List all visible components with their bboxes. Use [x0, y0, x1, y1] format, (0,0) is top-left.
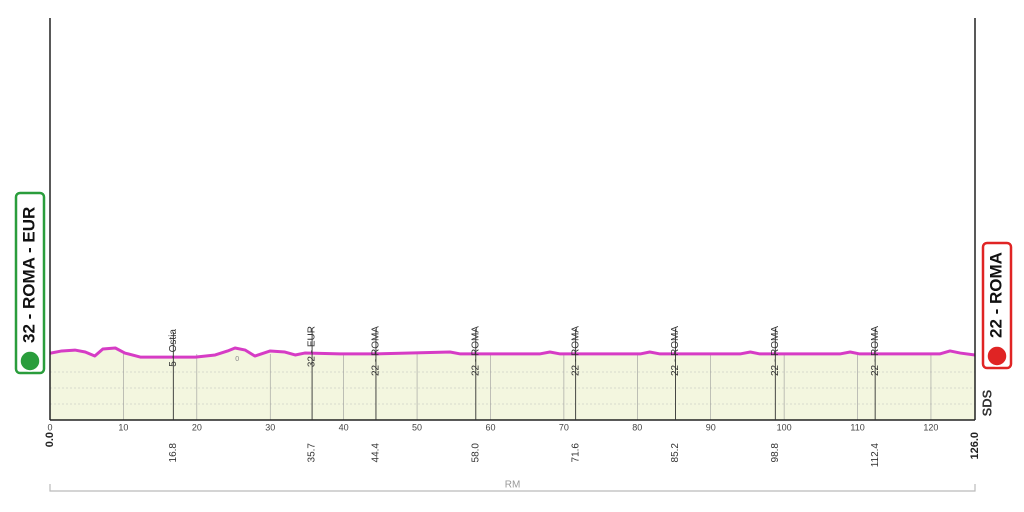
x-tick-label: 70: [559, 422, 569, 432]
waypoint-km: 58.0: [470, 443, 481, 463]
finish-badge: [981, 241, 1013, 370]
x-tick-label: 40: [339, 422, 349, 432]
waypoint-label: 22 - ROMA: [470, 326, 481, 376]
waypoint-label: 5 - Ostia: [168, 329, 179, 367]
start-label: 32 - ROMA - EUR: [19, 207, 38, 343]
x-tick-label: 10: [118, 422, 128, 432]
x-tick-label: 110: [850, 422, 864, 432]
start-badge: [14, 191, 46, 375]
waypoint-label: 22 - ROMA: [870, 326, 881, 376]
x-tick-label: 60: [485, 422, 495, 432]
waypoint-km: 112.4: [870, 443, 881, 468]
annotation: 0: [235, 356, 239, 363]
waypoint-km: 85.2: [670, 443, 681, 463]
x-tick-label: 80: [632, 422, 642, 432]
waypoint-label: 22 - ROMA: [371, 326, 382, 376]
start-icon: [19, 350, 41, 372]
profile-fill: [50, 347, 975, 420]
x-tick-label: 20: [192, 422, 202, 432]
waypoint-label: 22 - ROMA: [670, 326, 681, 376]
profile-line: [49, 346, 976, 359]
logo: SDS: [979, 389, 994, 416]
region-label: RM: [505, 480, 521, 491]
region-bracket: [49, 484, 976, 492]
x-tick-label: 120: [923, 422, 938, 432]
waypoint-label: 22 - ROMA: [570, 326, 581, 376]
waypoint-km: 16.8: [168, 443, 179, 463]
finish-label: 22 - ROMA: [986, 252, 1005, 338]
x-tick-label: 100: [777, 422, 792, 432]
start-km: 0.0: [44, 432, 56, 447]
waypoint-km: 35.7: [307, 443, 318, 463]
x-tick-label: 30: [265, 422, 275, 432]
x-tick-label: 50: [412, 422, 422, 432]
waypoint-label: 32 - EUR: [307, 326, 318, 367]
finish-icon: [986, 345, 1008, 367]
x-tick-label: 0: [47, 422, 52, 432]
x-tick-label: 90: [706, 422, 716, 432]
waypoint-km: 98.8: [770, 443, 781, 463]
finish-km: 126.0: [969, 432, 981, 460]
waypoint-km: 71.6: [570, 443, 581, 463]
waypoint-label: 22 - ROMA: [770, 326, 781, 376]
waypoint-km: 44.4: [371, 443, 382, 463]
